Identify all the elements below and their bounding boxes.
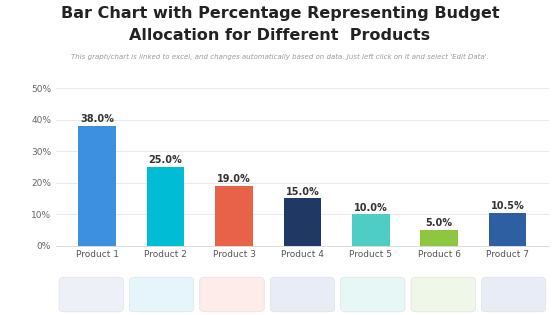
- Text: 15.0%: 15.0%: [286, 187, 319, 197]
- Bar: [283, 198, 321, 246]
- Text: 19.0%: 19.0%: [217, 174, 251, 184]
- Text: 38.0%: 38.0%: [80, 114, 114, 124]
- Bar: [352, 214, 390, 246]
- Text: Bar Chart with Percentage Representing Budget: Bar Chart with Percentage Representing B…: [60, 6, 500, 21]
- Text: Allocation for Different  Products: Allocation for Different Products: [129, 28, 431, 43]
- Bar: [489, 213, 526, 246]
- Text: 10.0%: 10.0%: [354, 203, 388, 213]
- Bar: [215, 186, 253, 246]
- Text: 10.5%: 10.5%: [491, 201, 525, 211]
- Bar: [421, 230, 458, 246]
- Text: This graph/chart is linked to excel, and changes automatically based on data. Ju: This graph/chart is linked to excel, and…: [71, 54, 489, 60]
- Bar: [147, 167, 184, 246]
- Text: 5.0%: 5.0%: [426, 218, 452, 228]
- Bar: [78, 126, 116, 246]
- Text: 25.0%: 25.0%: [149, 155, 183, 165]
